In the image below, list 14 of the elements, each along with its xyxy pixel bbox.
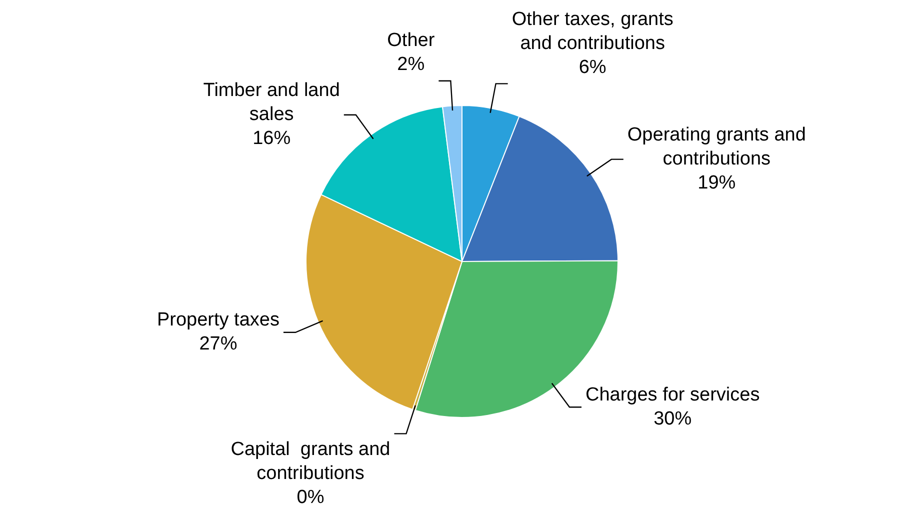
data-label: 19% [698, 172, 736, 194]
slice-label: Other [387, 30, 436, 52]
data-label: 16% [252, 128, 291, 150]
slice-label: Charges for services [585, 384, 760, 406]
slice-label: Operating grants and contributions [627, 124, 806, 170]
data-label: 6% [578, 56, 606, 78]
data-label: 0% [296, 486, 324, 508]
slice-label: Property taxes [156, 310, 280, 331]
slice-label: Capital grants and contributions [230, 438, 390, 484]
data-label: 27% [199, 334, 238, 355]
slice-label: Other taxes, grants and contributions [512, 8, 674, 54]
data-label: 30% [654, 408, 692, 430]
data-label: 2% [397, 54, 425, 76]
slice-label: Timber and land sales [203, 80, 340, 126]
